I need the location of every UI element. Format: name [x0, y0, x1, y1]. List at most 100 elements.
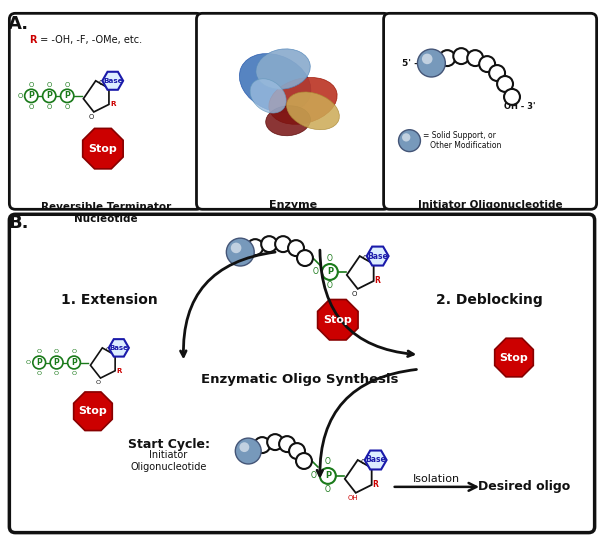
Text: P: P [327, 267, 333, 277]
Polygon shape [345, 460, 371, 493]
Circle shape [489, 65, 505, 81]
Text: 5' -: 5' - [401, 58, 418, 68]
FancyBboxPatch shape [10, 214, 595, 533]
Text: O: O [26, 360, 31, 365]
Text: P: P [37, 358, 42, 367]
Text: O: O [327, 281, 333, 291]
Text: O: O [65, 104, 70, 110]
Text: O: O [327, 254, 333, 263]
Text: B.: B. [8, 214, 29, 232]
Circle shape [68, 356, 80, 369]
Text: 1. Extension: 1. Extension [61, 293, 157, 307]
Text: Desired oligo: Desired oligo [478, 480, 570, 493]
Text: O: O [88, 114, 94, 120]
Circle shape [398, 130, 421, 152]
Text: O: O [47, 81, 52, 87]
Text: O: O [47, 104, 52, 110]
Circle shape [322, 264, 338, 280]
FancyBboxPatch shape [383, 13, 596, 209]
Text: O: O [361, 459, 367, 465]
Text: Enzyme: Enzyme [269, 200, 317, 210]
Ellipse shape [266, 106, 310, 136]
Circle shape [50, 356, 63, 369]
Text: O: O [352, 291, 358, 297]
Circle shape [467, 50, 483, 66]
Text: R: R [116, 368, 121, 374]
Polygon shape [91, 348, 115, 378]
Text: OH: OH [347, 495, 358, 501]
Text: P: P [28, 92, 34, 100]
Circle shape [439, 50, 455, 66]
Circle shape [25, 90, 38, 102]
Text: Initiator
Oligonucleotide: Initiator Oligonucleotide [130, 450, 207, 472]
Polygon shape [83, 129, 123, 169]
Text: O: O [325, 485, 331, 494]
Ellipse shape [256, 49, 310, 89]
Text: O: O [54, 349, 59, 354]
Text: O: O [313, 267, 319, 277]
Circle shape [239, 442, 249, 452]
Circle shape [296, 453, 312, 469]
Circle shape [267, 434, 283, 450]
Text: O: O [37, 371, 42, 376]
Circle shape [422, 54, 433, 64]
Circle shape [479, 56, 495, 72]
Text: Initiator Oligonucleotide: Initiator Oligonucleotide [418, 200, 562, 210]
Text: O: O [95, 380, 100, 385]
Text: O: O [29, 81, 34, 87]
Circle shape [254, 437, 270, 453]
Text: Reversible Terminator
Nucleotide: Reversible Terminator Nucleotide [41, 203, 171, 224]
Text: P: P [325, 472, 331, 480]
Text: R: R [375, 277, 380, 286]
Circle shape [231, 243, 241, 253]
Text: R: R [29, 35, 37, 45]
Polygon shape [83, 81, 109, 112]
Text: P: P [64, 92, 70, 100]
Polygon shape [367, 247, 389, 265]
Text: O: O [71, 371, 77, 376]
Text: P: P [71, 358, 77, 367]
Ellipse shape [250, 79, 286, 113]
Polygon shape [103, 72, 123, 90]
Text: Enzymatic Oligo Synthesis: Enzymatic Oligo Synthesis [201, 373, 399, 386]
Circle shape [402, 133, 410, 142]
Text: O: O [71, 349, 77, 354]
Ellipse shape [239, 54, 311, 113]
Text: O: O [325, 458, 331, 466]
Circle shape [497, 76, 513, 92]
Circle shape [61, 90, 74, 102]
Circle shape [261, 236, 277, 252]
Polygon shape [347, 256, 374, 289]
Text: Stop: Stop [89, 144, 117, 154]
Text: O: O [17, 93, 23, 99]
Text: Base: Base [109, 345, 128, 351]
Text: Base: Base [367, 251, 388, 260]
Text: Isolation: Isolation [413, 474, 460, 484]
Polygon shape [365, 451, 386, 470]
Text: A.: A. [8, 16, 29, 33]
Text: O: O [99, 80, 104, 86]
Circle shape [288, 240, 304, 256]
Circle shape [247, 239, 263, 255]
Text: = -OH, -F, -OMe, etc.: = -OH, -F, -OMe, etc. [37, 35, 142, 45]
Text: O: O [363, 255, 368, 261]
Text: Start Cycle:: Start Cycle: [128, 437, 209, 451]
Text: 2. Deblocking: 2. Deblocking [436, 293, 542, 307]
Circle shape [226, 238, 254, 266]
Text: Stop: Stop [500, 353, 529, 362]
Circle shape [275, 236, 291, 252]
Text: Base: Base [365, 456, 386, 465]
Circle shape [453, 48, 469, 64]
Ellipse shape [269, 77, 337, 124]
Polygon shape [317, 300, 358, 340]
Circle shape [33, 356, 46, 369]
Text: = Solid Support, or
   Other Modification: = Solid Support, or Other Modification [424, 131, 502, 151]
Text: Stop: Stop [79, 406, 107, 416]
Circle shape [418, 49, 445, 77]
Polygon shape [494, 338, 533, 377]
Text: P: P [46, 92, 52, 100]
Text: O: O [311, 472, 317, 480]
Circle shape [279, 436, 295, 452]
Text: R: R [373, 480, 379, 489]
Ellipse shape [287, 92, 340, 130]
